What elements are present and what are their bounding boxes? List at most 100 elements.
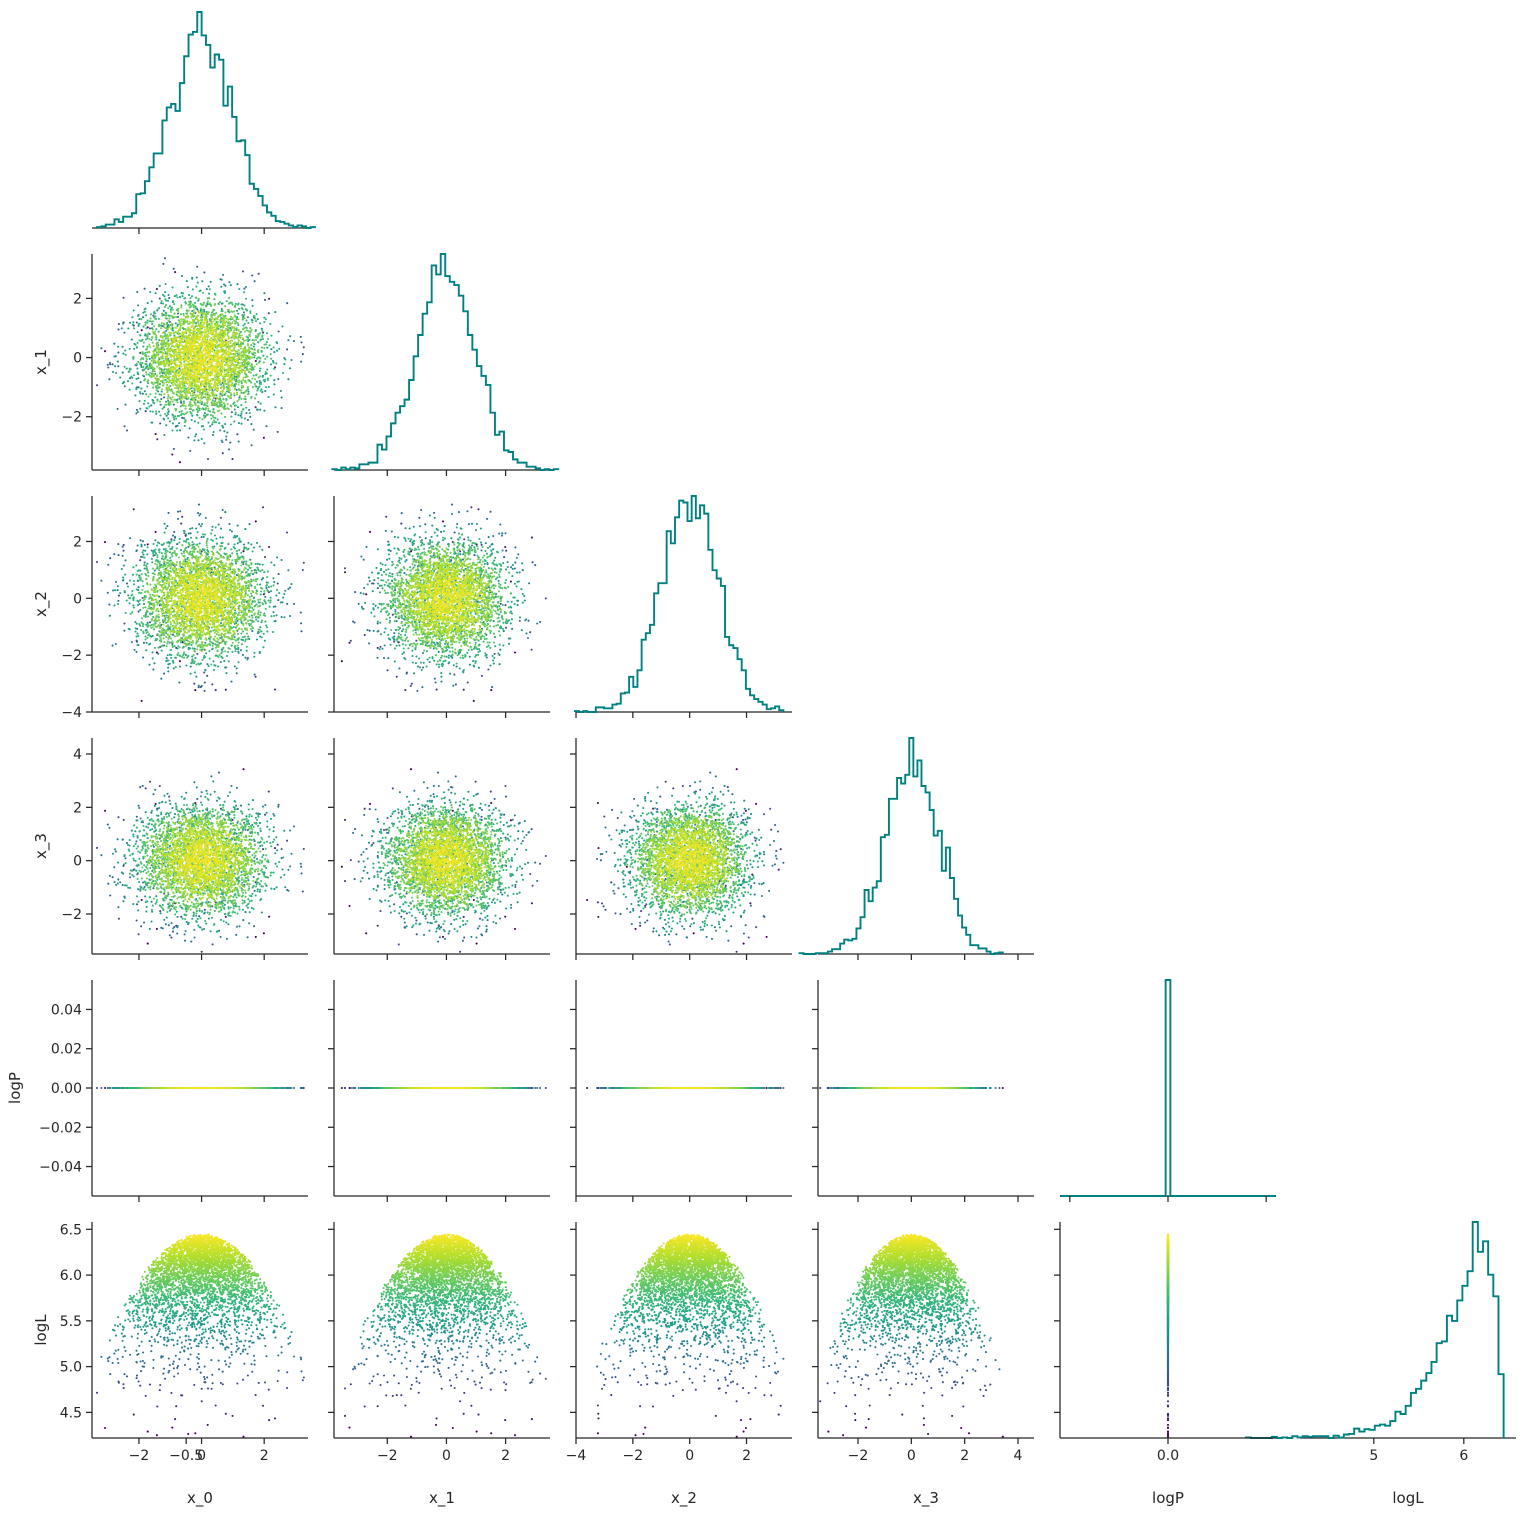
scatter-point (197, 422, 199, 424)
scatter-point (281, 325, 283, 327)
scatter-point (136, 291, 138, 293)
scatter-point (125, 354, 127, 356)
scatter-point (257, 401, 259, 403)
scatter-point (184, 386, 186, 388)
scatter-point (253, 375, 255, 377)
histogram-line (1246, 1222, 1504, 1438)
scatter-point (159, 368, 161, 370)
scatter-point (193, 309, 195, 311)
scatter-point (247, 386, 249, 388)
scatter-point (266, 341, 268, 343)
scatter-point (179, 461, 181, 463)
scatter-point (153, 370, 155, 372)
histogram-x_1 (332, 254, 558, 476)
scatter-point (194, 302, 196, 304)
scatter-point (127, 380, 129, 382)
scatter-point (158, 339, 160, 341)
scatter-point (161, 322, 163, 324)
scatter-point (250, 382, 252, 384)
scatter-point (228, 309, 230, 311)
scatter-point (207, 422, 209, 424)
scatter-point (238, 398, 240, 400)
scatter-point (208, 303, 210, 305)
scatter-point (212, 421, 214, 423)
scatter-point (154, 330, 156, 332)
scatter-point (187, 436, 189, 438)
scatter-point (189, 411, 191, 413)
scatter-point (158, 411, 160, 413)
scatter-point (277, 378, 279, 380)
scatter-point (220, 286, 222, 288)
scatter-point (281, 396, 283, 398)
scatter-point (239, 395, 241, 397)
scatter-point (136, 409, 138, 411)
scatter-point (145, 360, 147, 362)
histogram-line (1060, 980, 1276, 1196)
scatter-point (263, 410, 265, 412)
scatter-point (223, 408, 225, 410)
scatter-point (238, 349, 240, 351)
scatter-point (265, 425, 267, 427)
scatter-point (144, 333, 146, 335)
scatter-point (169, 420, 171, 422)
scatter-point (214, 417, 216, 419)
scatter-point (139, 334, 141, 336)
scatter-point (151, 360, 153, 362)
scatter-point (273, 393, 275, 395)
scatter-point (244, 417, 246, 419)
scatter-point (140, 362, 142, 364)
scatter-point (223, 291, 225, 293)
scatter-point (145, 371, 147, 373)
scatter-point (167, 300, 169, 302)
scatter-point (237, 304, 239, 306)
scatter-point (249, 310, 251, 312)
scatter-point (266, 332, 268, 334)
scatter-point (171, 307, 173, 309)
scatter-point (242, 308, 244, 310)
scatter-point (135, 388, 137, 390)
scatter-point (236, 393, 238, 395)
scatter-point (244, 305, 246, 307)
scatter-point (171, 325, 173, 327)
scatter-point (165, 337, 167, 339)
scatter-point (143, 403, 145, 405)
scatter-point (145, 338, 147, 340)
scatter-point (149, 318, 151, 320)
scatter-point (278, 330, 280, 332)
scatter-point (191, 419, 193, 421)
scatter-point (265, 371, 267, 373)
scatter-point (217, 410, 219, 412)
scatter-point (179, 429, 181, 431)
scatter-point (191, 278, 193, 280)
scatter-point (264, 358, 266, 360)
scatter-point (201, 438, 203, 440)
scatter-point (156, 309, 158, 311)
scatter-point (146, 385, 148, 387)
scatter-point (140, 358, 142, 360)
scatter-point (234, 409, 236, 411)
scatter-point (155, 328, 157, 330)
scatter-point (261, 334, 263, 336)
scatter-point (163, 406, 165, 408)
scatter-point (172, 415, 174, 417)
scatter-point (119, 376, 121, 378)
scatter-point (146, 407, 148, 409)
scatter-point (245, 308, 247, 310)
scatter-point (173, 268, 175, 270)
scatter-point (245, 339, 247, 341)
scatter-point (270, 375, 272, 377)
scatter-point (286, 348, 288, 350)
scatter-point (255, 329, 257, 331)
scatter-point (155, 292, 157, 294)
scatter-point (122, 297, 124, 299)
histogram-x_2 (575, 496, 792, 718)
scatter-point (254, 378, 256, 380)
scatter-point (170, 311, 172, 313)
scatter-point (155, 433, 157, 435)
scatter-point (293, 340, 295, 342)
scatter-point (165, 283, 167, 285)
scatter-point (201, 315, 203, 317)
scatter-point (199, 417, 201, 419)
scatter-point (167, 396, 169, 398)
scatter-point (230, 416, 232, 418)
